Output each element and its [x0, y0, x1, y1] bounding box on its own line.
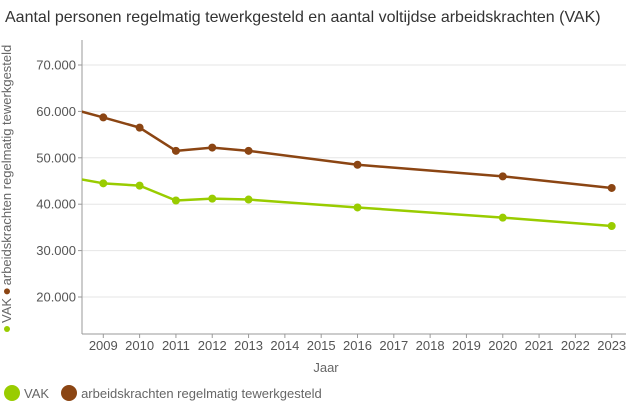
x-tick-label: 2019 [452, 338, 481, 353]
x-tick-label: 2014 [270, 338, 299, 353]
x-tick-label: 2018 [416, 338, 445, 353]
y-tick-label: 20.000 [36, 290, 76, 305]
data-point[interactable] [353, 203, 362, 212]
data-point[interactable] [208, 194, 217, 203]
legend-swatch-icon [61, 385, 78, 401]
x-tick-label: 2022 [561, 338, 590, 353]
legend-label: VAK [24, 385, 50, 401]
x-tick-label: 2017 [379, 338, 408, 353]
data-point[interactable] [607, 183, 616, 192]
data-point[interactable] [498, 172, 507, 181]
data-point[interactable] [171, 146, 180, 155]
data-point[interactable] [607, 222, 616, 231]
y-tick-label: 60.000 [36, 104, 76, 119]
data-point[interactable] [498, 213, 507, 222]
y-axis-ticks: 20.000 30.000 40.000 50.000 60.000 70.000 [36, 58, 82, 305]
y-legend-label: VAK [0, 298, 14, 323]
data-point[interactable] [208, 143, 217, 152]
x-tick-label: 2011 [162, 338, 190, 353]
data-point[interactable] [353, 160, 362, 169]
y-tick-label: 70.000 [36, 58, 76, 73]
series-line [82, 178, 612, 228]
y-legend-dot [4, 326, 10, 332]
x-tick-label: 2023 [597, 338, 626, 353]
x-tick-label: 2021 [525, 338, 554, 353]
data-point[interactable] [135, 123, 144, 132]
series-group [82, 110, 616, 231]
x-tick-label: 2012 [198, 338, 227, 353]
y-tick-label: 40.000 [36, 197, 76, 212]
data-point[interactable] [135, 181, 144, 190]
chart-title: Aantal personen regelmatig tewerkgesteld… [5, 9, 601, 26]
y-legend-dot [4, 288, 10, 295]
data-point[interactable] [244, 146, 253, 155]
data-point[interactable] [99, 113, 108, 122]
series-vak [82, 178, 616, 231]
x-tick-label: 2020 [488, 338, 517, 353]
x-tick-label: 2013 [234, 338, 263, 353]
series-arbeidskrachten-regelmatig-tewerkgesteld [82, 110, 616, 192]
data-point[interactable] [171, 196, 180, 205]
x-tick-label: 2010 [125, 338, 154, 353]
legend-item-arbeidskrachten[interactable]: arbeidskrachten regelmatig tewerkgesteld [61, 385, 322, 401]
series-line [82, 110, 612, 190]
data-point[interactable] [99, 179, 108, 188]
legend-label: arbeidskrachten regelmatig tewerkgesteld [81, 385, 322, 401]
x-tick-label: 2009 [89, 338, 118, 353]
y-tick-label: 30.000 [36, 243, 76, 258]
y-legend-label: arbeidskrachten regelmatig tewerkgesteld [0, 45, 14, 286]
y-tick-label: 50.000 [36, 150, 76, 165]
x-tick-label: 2015 [307, 338, 336, 353]
x-tick-label: 2016 [343, 338, 372, 353]
legend-swatch-icon [4, 385, 20, 401]
legend-item-vak[interactable]: VAK [4, 385, 49, 401]
data-point[interactable] [244, 195, 253, 204]
gridlines [82, 64, 626, 298]
y-axis-legend-title: VAK arbeidskrachten regelmatig tewerkgest… [0, 45, 14, 332]
legend: VAK arbeidskrachten regelmatig tewerkgest… [4, 385, 334, 401]
x-axis-ticks: 2009 2010 2011 2012 2013 2014 2015 2016 2017 2018… [89, 334, 626, 353]
x-axis-title: Jaar [313, 360, 339, 375]
